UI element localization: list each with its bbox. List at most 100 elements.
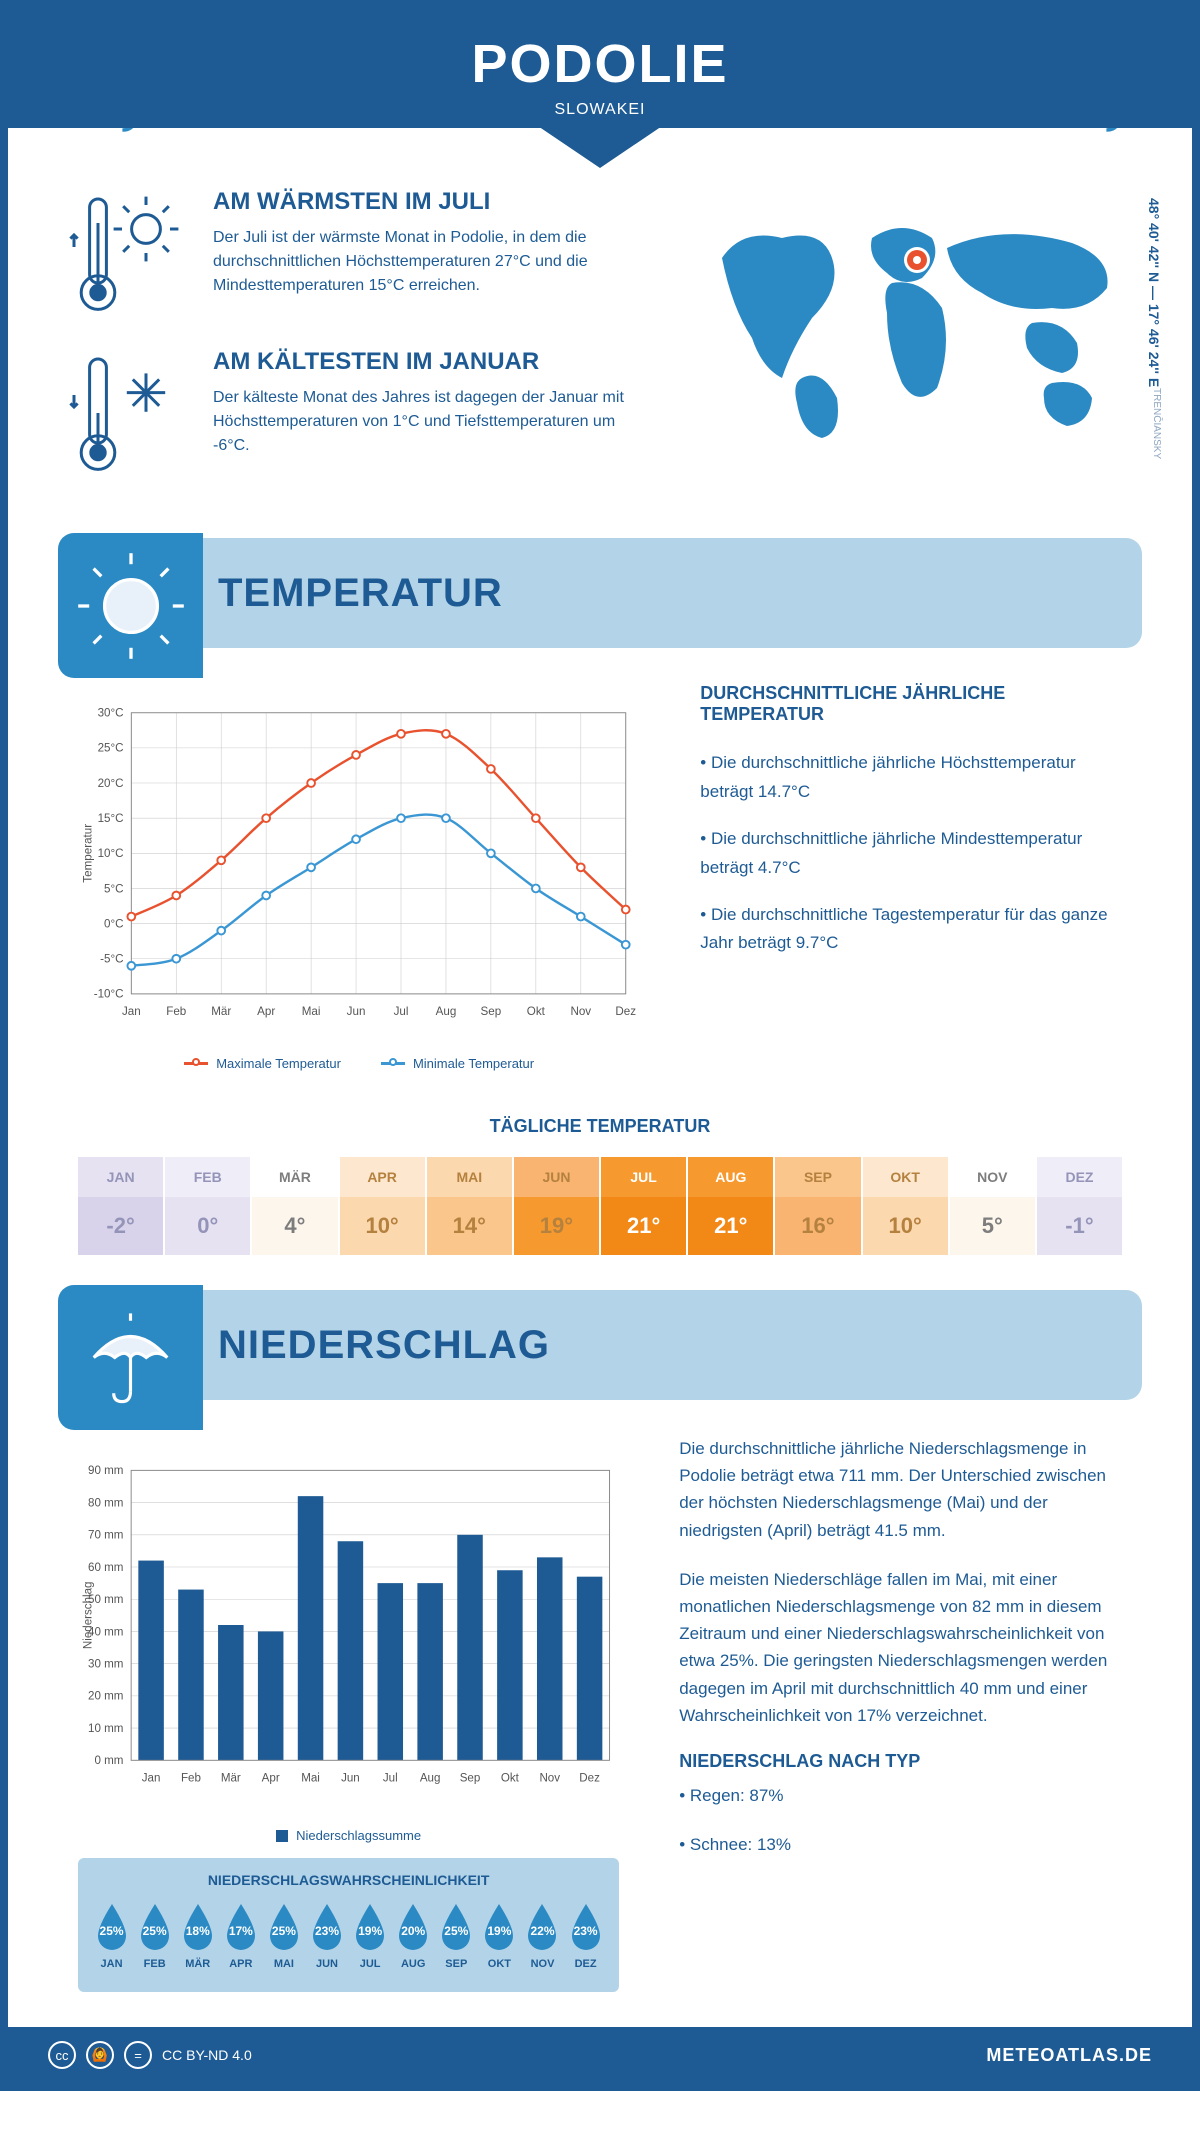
cold-text: Der kälteste Monat des Jahres ist dagege… bbox=[213, 386, 642, 458]
svg-text:Okt: Okt bbox=[527, 1005, 546, 1018]
svg-text:90 mm: 90 mm bbox=[88, 1465, 123, 1477]
cc-icon: cc bbox=[48, 2041, 76, 2069]
thermo-sun-icon bbox=[68, 188, 188, 318]
header: PODOLIE SLOWAKEI bbox=[8, 8, 1192, 168]
temp-bullet-1: • Die durchschnittliche jährliche Höchst… bbox=[700, 749, 1122, 807]
daily-cell: APR10° bbox=[340, 1157, 425, 1255]
prob-drop: 25%FEB bbox=[133, 1902, 176, 1970]
svg-text:Mär: Mär bbox=[211, 1005, 231, 1018]
svg-text:Aug: Aug bbox=[420, 1773, 441, 1785]
svg-text:Jun: Jun bbox=[347, 1005, 366, 1018]
footer: cc 🙆 = CC BY-ND 4.0 METEOATLAS.DE bbox=[8, 2027, 1192, 2083]
temp-bullet-3: • Die durchschnittliche Tagestemperatur … bbox=[700, 901, 1122, 959]
svg-text:Dez: Dez bbox=[579, 1773, 600, 1785]
svg-text:20°C: 20°C bbox=[98, 777, 124, 790]
prob-drop: 17%APR bbox=[219, 1902, 262, 1970]
page-title: PODOLIE bbox=[471, 33, 728, 95]
temp-info-title: DURCHSCHNITTLICHE JÄHRLICHE TEMPERATUR bbox=[700, 683, 1122, 725]
warm-title: AM WÄRMSTEN IM JULI bbox=[213, 188, 642, 216]
svg-text:60 mm: 60 mm bbox=[88, 1562, 123, 1574]
precip-para-1: Die durchschnittliche jährliche Niedersc… bbox=[679, 1435, 1122, 1544]
svg-text:Mär: Mär bbox=[221, 1773, 241, 1785]
precip-para-2: Die meisten Niederschläge fallen im Mai,… bbox=[679, 1566, 1122, 1729]
daily-temp-title: TÄGLICHE TEMPERATUR bbox=[8, 1116, 1192, 1137]
svg-text:-10°C: -10°C bbox=[94, 988, 124, 1001]
legend-min: Minimale Temperatur bbox=[413, 1056, 534, 1071]
overview: AM WÄRMSTEN IM JULI Der Juli ist der wär… bbox=[8, 168, 1192, 538]
svg-text:Mai: Mai bbox=[301, 1773, 320, 1785]
precip-section-header: NIEDERSCHLAG bbox=[58, 1290, 1142, 1400]
svg-text:15°C: 15°C bbox=[98, 812, 124, 825]
temperature-section-header: TEMPERATUR bbox=[58, 538, 1142, 648]
location-marker bbox=[904, 247, 930, 273]
svg-text:-5°C: -5°C bbox=[100, 953, 123, 966]
daily-cell: AUG21° bbox=[688, 1157, 773, 1255]
svg-text:0°C: 0°C bbox=[104, 917, 124, 930]
svg-text:Dez: Dez bbox=[615, 1005, 636, 1018]
thermo-snow-icon bbox=[68, 348, 188, 478]
svg-text:Jun: Jun bbox=[341, 1773, 360, 1785]
daily-cell: SEP16° bbox=[775, 1157, 860, 1255]
world-map bbox=[692, 188, 1132, 448]
prob-drop: 19%OKT bbox=[478, 1902, 521, 1970]
daily-cell: JUN19° bbox=[514, 1157, 599, 1255]
prob-drop: 18%MÄR bbox=[176, 1902, 219, 1970]
prob-title: NIEDERSCHLAGSWAHRSCHEINLICHKEIT bbox=[90, 1872, 607, 1888]
svg-text:10°C: 10°C bbox=[98, 847, 124, 860]
svg-text:Okt: Okt bbox=[501, 1773, 520, 1785]
svg-text:Apr: Apr bbox=[257, 1005, 275, 1018]
temperature-chart: -10°C-5°C0°C5°C10°C15°C20°C25°C30°CJanFe… bbox=[78, 683, 640, 1071]
prob-drop: 25%JAN bbox=[90, 1902, 133, 1970]
svg-text:Nov: Nov bbox=[539, 1773, 560, 1785]
site-name: METEOATLAS.DE bbox=[986, 2045, 1152, 2066]
daily-cell: OKT10° bbox=[863, 1157, 948, 1255]
svg-text:Aug: Aug bbox=[436, 1005, 457, 1018]
daily-cell: MÄR4° bbox=[252, 1157, 337, 1255]
region-label: TRENČIANSKY bbox=[1151, 388, 1162, 459]
svg-text:Jul: Jul bbox=[383, 1773, 398, 1785]
infographic-page: PODOLIE SLOWAKEI AM WÄRMSTEN IM JULI Der… bbox=[0, 0, 1200, 2091]
cold-title: AM KÄLTESTEN IM JANUAR bbox=[213, 348, 642, 376]
prob-drop: 22%NOV bbox=[521, 1902, 564, 1970]
svg-text:0 mm: 0 mm bbox=[94, 1755, 123, 1767]
svg-text:Niederschlag: Niederschlag bbox=[83, 1582, 95, 1650]
daily-cell: NOV5° bbox=[950, 1157, 1035, 1255]
license-text: CC BY-ND 4.0 bbox=[162, 2047, 252, 2063]
prob-drop: 23%JUN bbox=[305, 1902, 348, 1970]
svg-text:Feb: Feb bbox=[181, 1773, 201, 1785]
precip-snow: • Schnee: 13% bbox=[679, 1831, 1122, 1858]
page-subtitle: SLOWAKEI bbox=[555, 101, 646, 119]
legend-max: Maximale Temperatur bbox=[216, 1056, 341, 1071]
svg-text:30°C: 30°C bbox=[98, 707, 124, 720]
daily-cell: FEB0° bbox=[165, 1157, 250, 1255]
precip-chart: 0 mm10 mm20 mm30 mm40 mm50 mm60 mm70 mm8… bbox=[78, 1435, 619, 1815]
svg-text:Jan: Jan bbox=[122, 1005, 141, 1018]
legend-precip: Niederschlagssumme bbox=[296, 1828, 421, 1843]
daily-temp-grid: JAN-2°FEB0°MÄR4°APR10°MAI14°JUN19°JUL21°… bbox=[78, 1157, 1122, 1255]
svg-text:25°C: 25°C bbox=[98, 742, 124, 755]
sun-icon bbox=[58, 533, 203, 678]
daily-cell: MAI14° bbox=[427, 1157, 512, 1255]
prob-drop: 23%DEZ bbox=[564, 1902, 607, 1970]
svg-text:Jan: Jan bbox=[142, 1773, 161, 1785]
svg-text:80 mm: 80 mm bbox=[88, 1497, 123, 1509]
precip-probability: NIEDERSCHLAGSWAHRSCHEINLICHKEIT 25%JAN25… bbox=[78, 1858, 619, 1992]
svg-text:20 mm: 20 mm bbox=[88, 1691, 123, 1703]
svg-text:30 mm: 30 mm bbox=[88, 1659, 123, 1671]
prob-drop: 19%JUL bbox=[349, 1902, 392, 1970]
daily-cell: JUL21° bbox=[601, 1157, 686, 1255]
temperature-heading: TEMPERATUR bbox=[218, 571, 503, 616]
svg-text:5°C: 5°C bbox=[104, 882, 124, 895]
by-icon: 🙆 bbox=[86, 2041, 114, 2069]
prob-drop: 20%AUG bbox=[392, 1902, 435, 1970]
svg-text:Nov: Nov bbox=[570, 1005, 591, 1018]
precip-type-title: NIEDERSCHLAG NACH TYP bbox=[679, 1751, 1122, 1772]
svg-text:Jul: Jul bbox=[394, 1005, 409, 1018]
svg-text:Sep: Sep bbox=[481, 1005, 502, 1018]
svg-text:Mai: Mai bbox=[302, 1005, 321, 1018]
daily-cell: DEZ-1° bbox=[1037, 1157, 1122, 1255]
temp-bullet-2: • Die durchschnittliche jährliche Mindes… bbox=[700, 825, 1122, 883]
prob-drop: 25%MAI bbox=[262, 1902, 305, 1970]
svg-text:10 mm: 10 mm bbox=[88, 1723, 123, 1735]
precip-heading: NIEDERSCHLAG bbox=[218, 1323, 550, 1368]
